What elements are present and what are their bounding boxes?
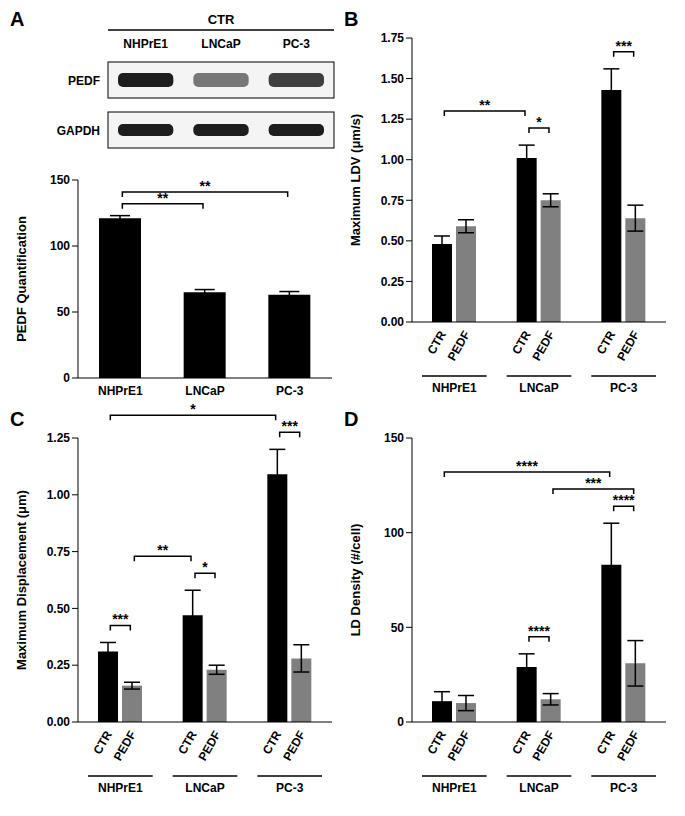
svg-text:****: **** bbox=[528, 623, 550, 639]
svg-text:*: * bbox=[190, 401, 196, 417]
svg-text:LNCaP: LNCaP bbox=[201, 37, 240, 51]
svg-text:PEDF: PEDF bbox=[445, 729, 473, 764]
svg-text:Maximum Displacement (μm): Maximum Displacement (μm) bbox=[14, 490, 29, 670]
svg-text:1.00: 1.00 bbox=[47, 488, 71, 502]
svg-text:***: *** bbox=[585, 475, 602, 491]
svg-text:**: ** bbox=[200, 178, 211, 194]
html-text:C: C bbox=[10, 408, 25, 430]
svg-text:CTR: CTR bbox=[208, 12, 235, 27]
svg-text:CTR: CTR bbox=[509, 728, 534, 757]
svg-text:1.25: 1.25 bbox=[47, 431, 71, 445]
svg-text:PEDF: PEDF bbox=[445, 329, 473, 364]
svg-text:NHPrE1: NHPrE1 bbox=[98, 781, 143, 795]
svg-text:LD Density (#/cell): LD Density (#/cell) bbox=[348, 524, 363, 637]
svg-text:0.00: 0.00 bbox=[47, 715, 71, 729]
svg-text:NHPrE1: NHPrE1 bbox=[98, 384, 143, 398]
svg-text:0.50: 0.50 bbox=[47, 602, 71, 616]
svg-text:1.25: 1.25 bbox=[381, 112, 405, 126]
svg-text:50: 50 bbox=[391, 621, 405, 635]
svg-text:CTR: CTR bbox=[424, 728, 449, 757]
svg-text:*: * bbox=[202, 559, 208, 575]
svg-text:*: * bbox=[536, 114, 542, 130]
svg-text:1.75: 1.75 bbox=[381, 31, 405, 45]
svg-text:LNCaP: LNCaP bbox=[519, 381, 558, 395]
svg-text:****: **** bbox=[516, 458, 538, 474]
svg-text:100: 100 bbox=[50, 239, 70, 253]
svg-text:CTR: CTR bbox=[594, 728, 619, 757]
svg-text:0.75: 0.75 bbox=[47, 545, 71, 559]
svg-text:0.50: 0.50 bbox=[381, 234, 405, 248]
svg-text:CTR: CTR bbox=[509, 328, 534, 357]
svg-text:PEDF: PEDF bbox=[111, 729, 139, 764]
svg-text:PEDF: PEDF bbox=[529, 329, 557, 364]
svg-text:150: 150 bbox=[50, 173, 70, 187]
svg-text:PC-3: PC-3 bbox=[276, 384, 304, 398]
svg-text:***: *** bbox=[281, 418, 298, 434]
svg-text:NHPrE1: NHPrE1 bbox=[123, 37, 168, 51]
svg-text:50: 50 bbox=[57, 305, 71, 319]
svg-text:PEDF Quantification: PEDF Quantification bbox=[14, 216, 29, 342]
svg-text:PEDF: PEDF bbox=[614, 729, 642, 764]
svg-text:PEDF: PEDF bbox=[529, 729, 557, 764]
svg-text:**: ** bbox=[479, 97, 490, 113]
svg-text:PC-3: PC-3 bbox=[276, 781, 304, 795]
svg-text:PC-3: PC-3 bbox=[610, 381, 638, 395]
svg-text:CTR: CTR bbox=[260, 728, 285, 757]
svg-text:LNCaP: LNCaP bbox=[185, 384, 224, 398]
svg-text:LNCaP: LNCaP bbox=[185, 781, 224, 795]
svg-text:PEDF: PEDF bbox=[280, 729, 308, 764]
svg-text:0.75: 0.75 bbox=[381, 194, 405, 208]
html-text:D: D bbox=[344, 408, 359, 430]
svg-text:100: 100 bbox=[384, 526, 404, 540]
svg-text:0.25: 0.25 bbox=[47, 658, 71, 672]
svg-text:***: *** bbox=[615, 38, 632, 54]
svg-text:CTR: CTR bbox=[594, 328, 619, 357]
svg-text:NHPrE1: NHPrE1 bbox=[432, 381, 477, 395]
svg-text:GAPDH: GAPDH bbox=[57, 124, 100, 138]
svg-text:1.00: 1.00 bbox=[381, 153, 405, 167]
svg-text:CTR: CTR bbox=[90, 728, 115, 757]
html-text:B: B bbox=[344, 8, 359, 30]
svg-text:0: 0 bbox=[397, 715, 404, 729]
svg-text:***: *** bbox=[112, 611, 129, 627]
svg-text:0.00: 0.00 bbox=[381, 315, 405, 329]
svg-text:LNCaP: LNCaP bbox=[519, 781, 558, 795]
svg-text:PEDF: PEDF bbox=[68, 74, 100, 88]
svg-text:CTR: CTR bbox=[424, 328, 449, 357]
svg-text:PC-3: PC-3 bbox=[283, 37, 311, 51]
svg-text:1.50: 1.50 bbox=[381, 72, 405, 86]
svg-text:0.25: 0.25 bbox=[381, 275, 405, 289]
svg-text:**: ** bbox=[157, 190, 168, 206]
svg-text:0: 0 bbox=[63, 371, 70, 385]
svg-text:150: 150 bbox=[384, 431, 404, 445]
svg-text:Maximum LDV (μm/s): Maximum LDV (μm/s) bbox=[348, 114, 363, 246]
svg-text:CTR: CTR bbox=[175, 728, 200, 757]
svg-text:NHPrE1: NHPrE1 bbox=[432, 781, 477, 795]
html-text:A: A bbox=[10, 8, 25, 30]
svg-text:PC-3: PC-3 bbox=[610, 781, 638, 795]
svg-text:**: ** bbox=[157, 542, 168, 558]
svg-text:PEDF: PEDF bbox=[195, 729, 223, 764]
svg-text:PEDF: PEDF bbox=[614, 329, 642, 364]
svg-text:****: **** bbox=[613, 492, 635, 508]
